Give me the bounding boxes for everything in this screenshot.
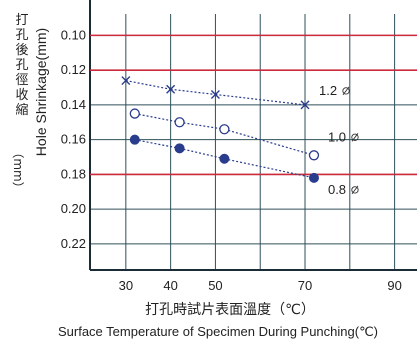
series-segment (215, 93, 306, 106)
y-label-cn-char: 打 (15, 13, 28, 28)
y-axis-label-english: Hole Shrinkage(mm) (33, 28, 49, 156)
series-segment (224, 158, 315, 179)
y-label-cn-char: 收 (15, 88, 28, 103)
diameter-icon-slash (342, 86, 350, 96)
point-filled-circle (129, 134, 140, 145)
y-tick-label: 0.10 (61, 27, 86, 42)
tick-labels-layer: 0.10 0.12 0.14 0.16 0.18 0.20 0.22 30 40 50 70 90 (61, 27, 402, 293)
highlight-layer (90, 34, 417, 176)
series-segment (125, 79, 171, 90)
point-filled-circle (174, 143, 185, 154)
series-layer: 1.2 1.0 0.8 (121, 76, 359, 197)
x-axis-label-english: Surface Temperature of Specimen During P… (58, 324, 378, 339)
y-tick-label: 0.16 (61, 132, 86, 147)
x-axis-label-chinese: 打孔時試片表面溫度（℃） (145, 301, 315, 318)
point-open-circle (308, 150, 320, 161)
series-segment (170, 88, 216, 96)
y-tick-label: 0.18 (61, 166, 86, 181)
x-tick-label: 70 (298, 278, 312, 293)
diameter-icon-slash (351, 185, 359, 195)
series-label: 1.2 (319, 83, 337, 98)
series-open-circle: 1.0 (129, 108, 359, 161)
x-tick-label: 30 (119, 278, 133, 293)
point-x-marker (166, 84, 176, 94)
point-open-circle (129, 108, 140, 119)
diameter-icon (351, 133, 359, 141)
y-tick-label: 0.12 (61, 62, 86, 77)
grid-layer (89, 0, 417, 271)
point-x-marker (121, 76, 131, 86)
series-label: 0.8 (328, 182, 346, 197)
point-filled-circle (308, 172, 319, 183)
series-segment (224, 128, 315, 156)
y-label-cn-char: 徑 (15, 73, 28, 88)
series-segment (179, 121, 225, 130)
y-label-cn-char: 後 (15, 43, 28, 58)
series-x: 1.2 (121, 76, 350, 110)
y-label-cn-char: 孔 (15, 58, 28, 73)
series-segment (179, 147, 225, 160)
diameter-icon (351, 186, 359, 194)
y-tick-label: 0.20 (61, 201, 86, 216)
diameter-icon (342, 87, 350, 95)
x-tick-label: 50 (208, 278, 222, 293)
x-tick-label: 40 (163, 278, 177, 293)
point-open-circle (219, 124, 230, 135)
y-label-cn-char: 孔 (15, 28, 28, 43)
point-open-circle (174, 117, 185, 128)
point-filled-circle (219, 153, 230, 164)
x-tick-label: 90 (387, 278, 401, 293)
point-x-marker (210, 89, 220, 99)
series-segment (134, 139, 180, 149)
y-axis-unit-chinese: （mm） (11, 146, 25, 193)
diameter-icon-slash (351, 133, 359, 142)
y-label-cn-char: 縮 (15, 102, 28, 118)
series-segment (134, 112, 180, 123)
y-tick-label: 0.22 (61, 236, 86, 251)
y-tick-label: 0.14 (61, 97, 86, 112)
point-x-marker (300, 100, 310, 110)
series-filled-circle: 0.8 (129, 134, 359, 197)
series-label: 1.0 (328, 129, 346, 144)
